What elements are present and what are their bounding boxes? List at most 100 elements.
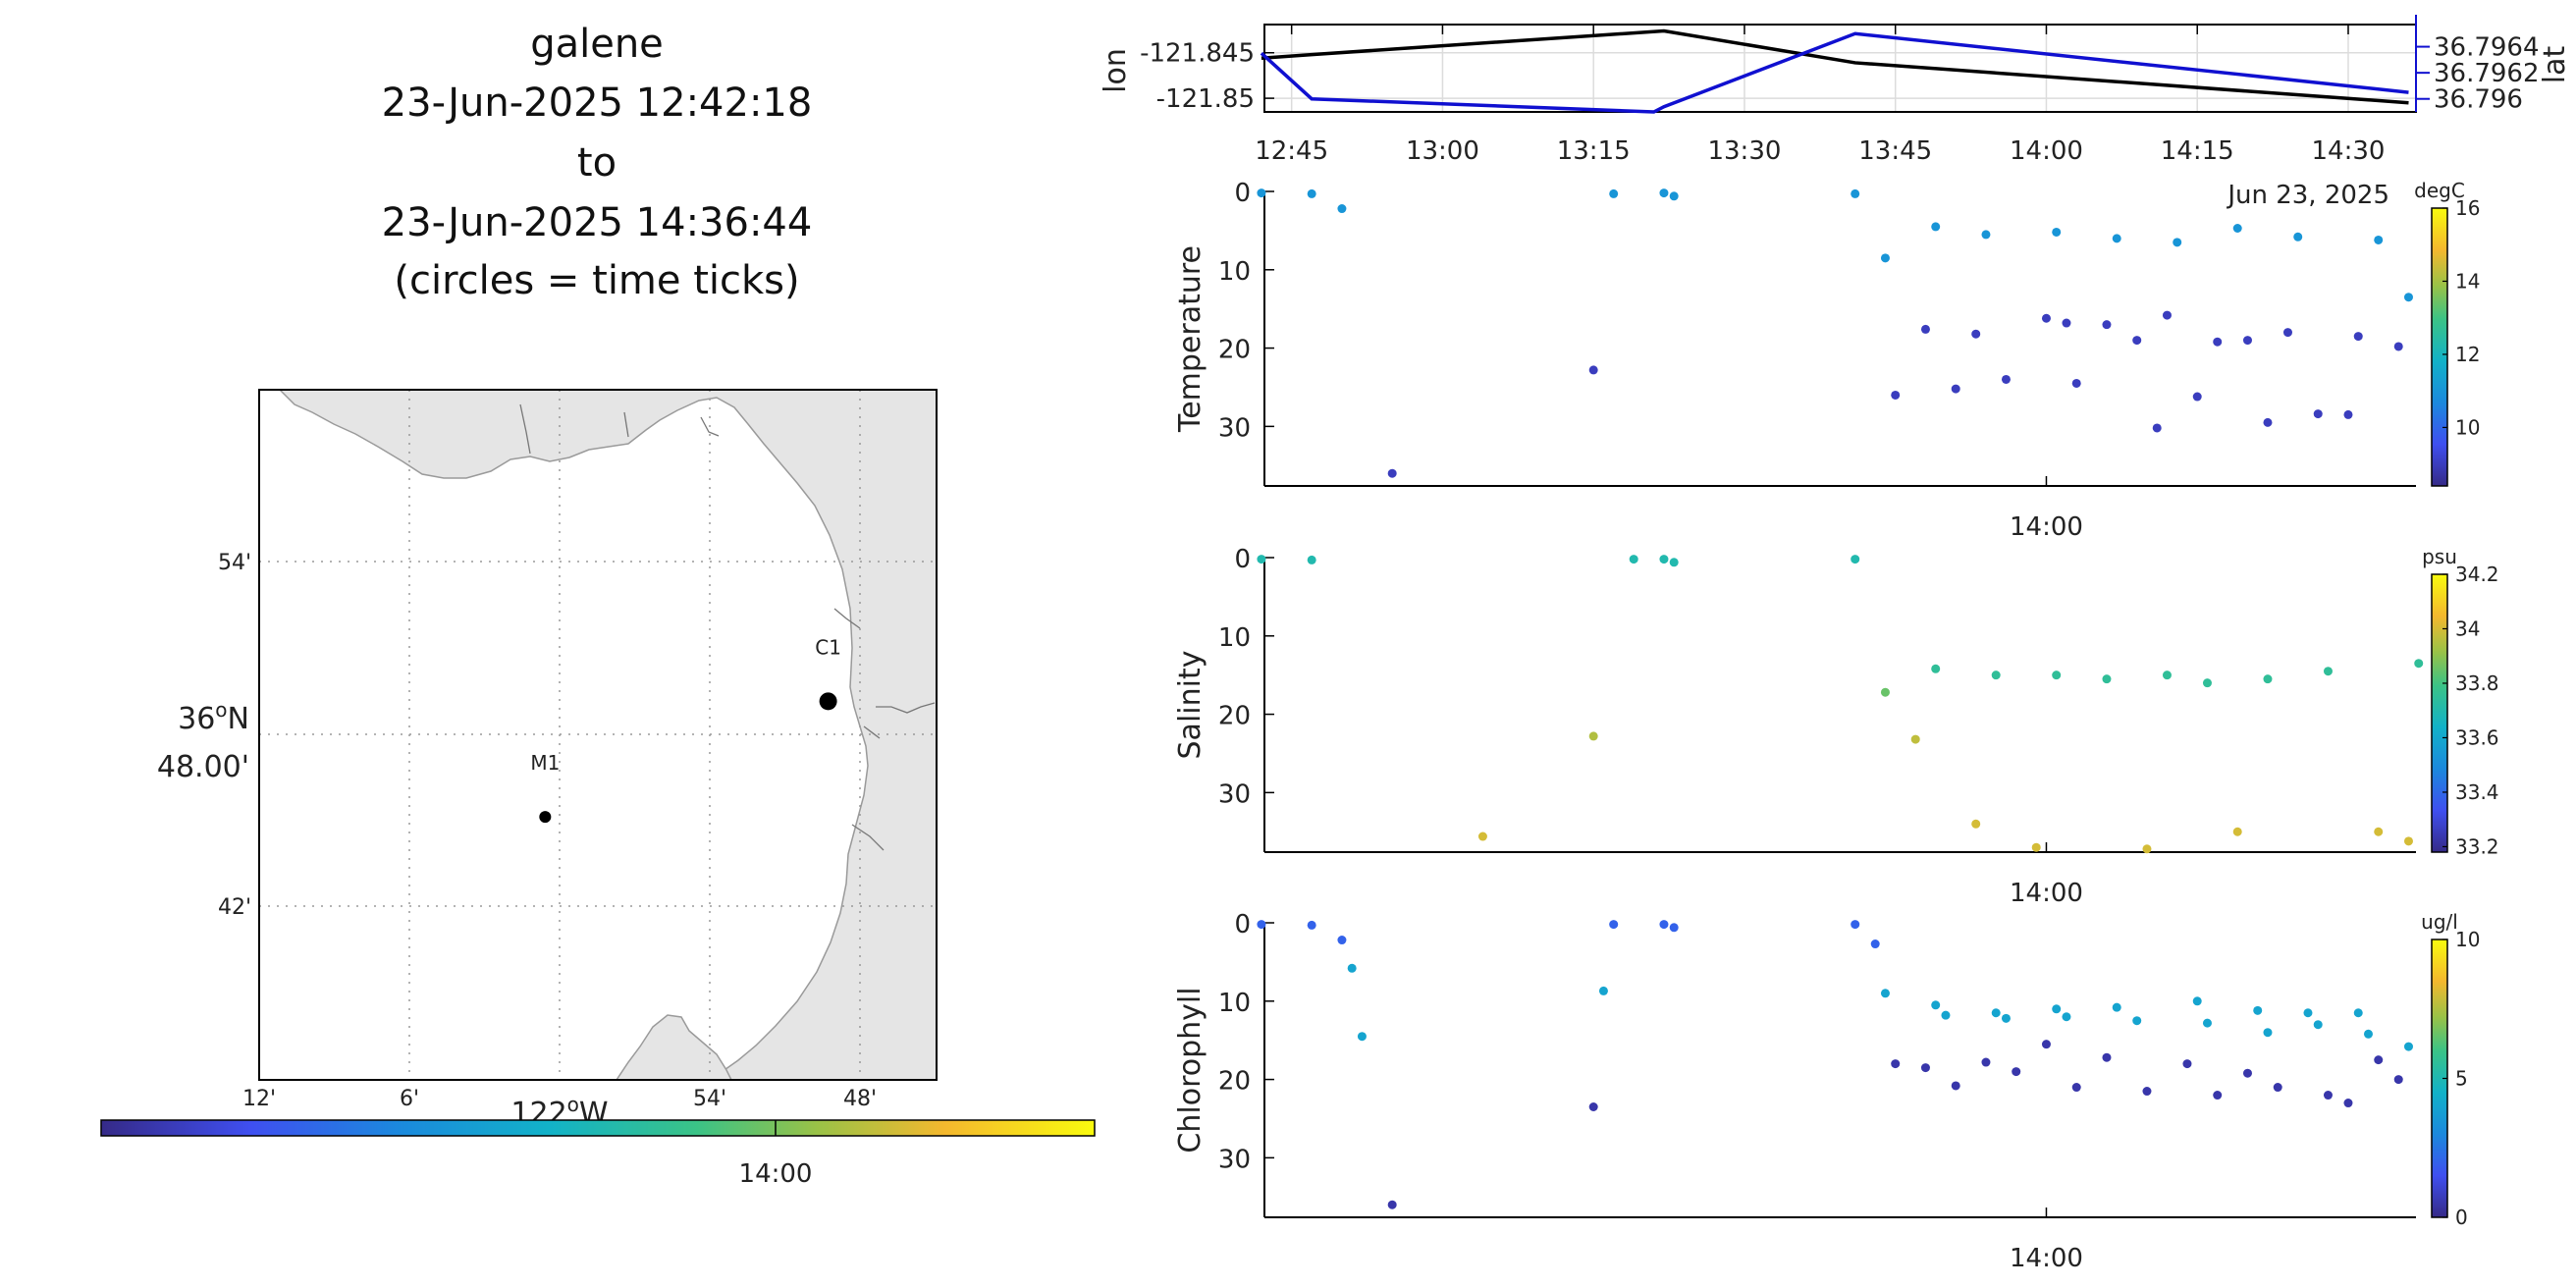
temperature-point xyxy=(2263,417,2273,427)
temperature-point xyxy=(2293,232,2303,242)
salinity-point xyxy=(2374,827,2384,836)
map-lat-degree-symbol: o xyxy=(215,698,227,722)
temperature-point xyxy=(1307,188,1316,198)
salinity-point xyxy=(2052,671,2062,680)
salinity-point xyxy=(2031,842,2041,852)
lon-tick-label-2: -121.85 xyxy=(1156,84,1255,114)
map-lat-tick-1: 54' xyxy=(218,551,251,575)
chlorophyll-units-label: ug/l xyxy=(2421,910,2458,934)
temperature-colorbar-tick-label-1: 16 xyxy=(2455,196,2480,220)
chlorophyll-point xyxy=(2041,1040,2051,1049)
lon-series-line xyxy=(1261,28,2409,105)
chlorophyll-point xyxy=(1598,986,1608,995)
chlorophyll-y-tick-label-3: 20 xyxy=(1218,1067,1251,1097)
temperature-point xyxy=(2393,342,2403,351)
temperature-point xyxy=(2071,378,2081,388)
chlorophyll-point xyxy=(1659,920,1669,930)
map-lat-minutes-label: 48.00' xyxy=(157,750,249,784)
salinity-y-tick-label-3: 20 xyxy=(1218,702,1251,731)
temperature-point xyxy=(2152,423,2162,433)
chlorophyll-point xyxy=(2393,1075,2403,1085)
time-colorbar: 14:00 xyxy=(100,1119,1096,1189)
salinity-point xyxy=(2323,667,2333,676)
salinity-colorbar-tick-label-2: 34 xyxy=(2455,617,2480,640)
salinity-y-tick-label-4: 30 xyxy=(1218,779,1251,809)
temperature-point xyxy=(2102,320,2112,330)
lon-axis-label: lon xyxy=(1099,48,1133,93)
map-lon-tick-1: 12' xyxy=(242,1087,276,1111)
chlorophyll-point xyxy=(1891,1059,1901,1069)
track-x-tick-label-1: 12:45 xyxy=(1255,136,1328,166)
temperature-colorbar-tick-label-4: 10 xyxy=(2455,415,2480,439)
chlorophyll-point xyxy=(1347,963,1357,973)
temperature-point xyxy=(1971,329,1981,339)
salinity-point xyxy=(1588,731,1598,741)
chlorophyll-point xyxy=(2001,1013,2011,1023)
map-lat-degree-value: 36 xyxy=(178,702,215,736)
temperature-colorbar-tick-label-2: 14 xyxy=(2455,269,2480,293)
chlorophyll-axis-label: Chlorophyll xyxy=(1173,987,1208,1153)
lon-axis-ticks: -121.845 -121.85 xyxy=(1140,39,1274,114)
chlorophyll-point xyxy=(1880,989,1890,998)
chlorophyll-x-tick-label: 14:00 xyxy=(2010,1244,2083,1273)
lat-tick-label-1: 36.7964 xyxy=(2434,33,2540,63)
chlorophyll-point xyxy=(2102,1052,2112,1062)
temperature-point xyxy=(2192,392,2202,402)
salinity-colorbar-tick-label-6: 33.2 xyxy=(2455,834,2499,858)
temperature-point xyxy=(2112,234,2121,243)
salinity-point xyxy=(1971,819,1981,829)
lat-tick-label-2: 36.7962 xyxy=(2434,59,2540,88)
temperature-point xyxy=(1387,468,1397,478)
track-date-label: Jun 23, 2025 xyxy=(2226,181,2389,210)
chlorophyll-point xyxy=(1609,920,1619,930)
temperature-y-tick-label-2: 10 xyxy=(1218,257,1251,287)
temperature-axis-label: Temperature xyxy=(1173,245,1208,433)
salinity-point xyxy=(2142,844,2152,854)
chlorophyll-point xyxy=(2182,1059,2192,1069)
map-lon-degree-symbol: o xyxy=(567,1093,579,1116)
salinity-point xyxy=(1851,555,1860,564)
chlorophyll-point xyxy=(2343,1099,2353,1108)
chlorophyll-point xyxy=(2253,1005,2263,1015)
map-lat-tick-2: 42' xyxy=(218,895,251,920)
station-label-c1: C1 xyxy=(815,635,841,659)
title-line-1: galene xyxy=(530,22,664,67)
salinity-point xyxy=(2202,678,2212,688)
temperature-point xyxy=(2242,336,2252,346)
temperature-point xyxy=(1880,253,1890,263)
chlorophyll-point xyxy=(1257,920,1266,930)
chlorophyll-colorbar-tick-label-2: 5 xyxy=(2455,1067,2468,1091)
temperature-y-tick-label-1: 0 xyxy=(1234,179,1251,208)
chlorophyll-point xyxy=(1337,936,1347,945)
title-line-3: to xyxy=(577,140,617,186)
track-x-tick-label-3: 13:15 xyxy=(1557,136,1631,166)
chlorophyll-point xyxy=(1941,1010,1951,1020)
title-block: galene 23-Jun-2025 12:42:18 to 23-Jun-20… xyxy=(382,22,813,303)
temperature-colorbar-tick-label-3: 12 xyxy=(2455,343,2480,366)
track-x-tick-label-7: 14:15 xyxy=(2161,136,2234,166)
chlorophyll-point xyxy=(1851,920,1860,930)
salinity-y-tick-label-1: 0 xyxy=(1234,545,1251,574)
temperature-units-label: degC xyxy=(2414,179,2465,202)
temperature-y-tick-label-3: 20 xyxy=(1218,336,1251,365)
station-marker-m1 xyxy=(539,811,552,824)
lon-tick-label-1: -121.845 xyxy=(1140,39,1255,69)
chlorophyll-y-tick-label-4: 30 xyxy=(1218,1145,1251,1174)
chlorophyll-point xyxy=(2323,1091,2333,1100)
temperature-point xyxy=(1588,365,1598,375)
salinity-point xyxy=(2414,659,2424,669)
salinity-point xyxy=(1669,558,1679,567)
track-x-tick-label-5: 13:45 xyxy=(1858,136,1932,166)
chlorophyll-point xyxy=(2363,1029,2373,1039)
temperature-point xyxy=(2041,313,2051,323)
temperature-colorbar xyxy=(2431,207,2448,487)
track-grid xyxy=(1264,25,2416,112)
chlorophyll-point xyxy=(1920,1063,1930,1073)
temperature-point xyxy=(1659,188,1669,198)
chlorophyll-point xyxy=(2202,1018,2212,1028)
salinity-point xyxy=(1991,671,2001,680)
time-colorbar-tick-label: 14:00 xyxy=(739,1159,813,1189)
map-land-north xyxy=(278,389,938,1081)
temperature-point xyxy=(2353,332,2363,342)
